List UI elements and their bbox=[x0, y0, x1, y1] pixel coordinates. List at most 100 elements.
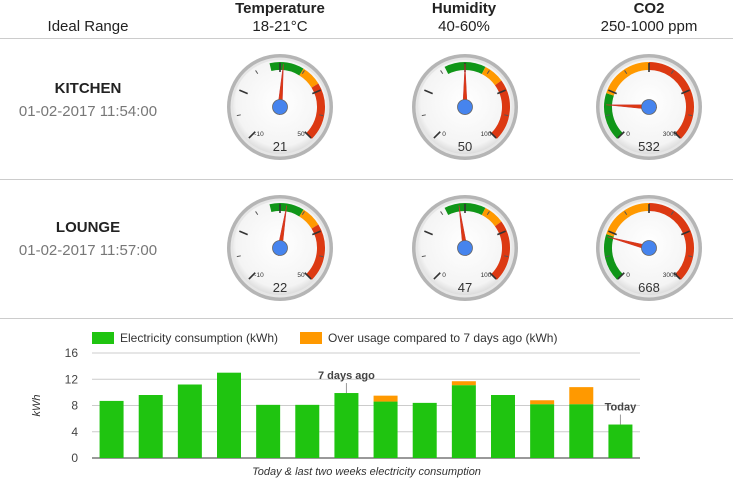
gauge-minor-tick bbox=[421, 255, 426, 258]
gauge-major-tick bbox=[608, 89, 617, 95]
consumption-bar bbox=[334, 393, 359, 458]
gauge-major-tick bbox=[312, 89, 321, 95]
gauge-needle-hub bbox=[272, 240, 288, 256]
gauge-minor-tick bbox=[688, 255, 693, 258]
chart-caption: Today & last two weeks electricity consu… bbox=[252, 466, 481, 478]
gauge-minor-tick bbox=[624, 70, 628, 75]
gauge-major-tick bbox=[497, 89, 506, 95]
gauge-minor-tick bbox=[486, 211, 490, 216]
gauge-min-label: 0 bbox=[626, 272, 630, 279]
gauge-major-tick bbox=[248, 272, 256, 280]
y-tick-label: 12 bbox=[65, 372, 79, 386]
consumption-bar bbox=[373, 401, 398, 458]
consumption-bar bbox=[217, 372, 241, 458]
gauge-minor-tick bbox=[301, 70, 305, 75]
gauge-min-label: 0 bbox=[626, 131, 630, 138]
co2-range: 250-1000 ppm bbox=[600, 18, 698, 35]
gauge-band bbox=[604, 234, 623, 280]
legend-label-over-usage: Over usage compared to 7 days ago (kWh) bbox=[328, 331, 558, 345]
gauge-band bbox=[481, 207, 502, 227]
gauge-value: 532 bbox=[638, 139, 660, 154]
gauge-minor-tick bbox=[624, 211, 628, 216]
gauge-minor-tick bbox=[486, 70, 490, 75]
gauge-band bbox=[299, 209, 319, 229]
gauge-major-tick bbox=[673, 272, 681, 280]
y-tick-label: 16 bbox=[65, 346, 79, 360]
gauge-minor-tick bbox=[236, 255, 241, 258]
consumption-bar bbox=[451, 385, 476, 458]
gauge-minor-tick bbox=[504, 255, 509, 258]
gauge-major-tick bbox=[681, 89, 690, 95]
gauge-major-tick bbox=[489, 272, 497, 280]
gauge-band bbox=[491, 221, 510, 280]
gauge-value: 668 bbox=[638, 280, 660, 295]
gauge-value: 50 bbox=[458, 139, 472, 154]
gauge-minor-tick bbox=[670, 70, 674, 75]
humidity-range: 40-60% bbox=[438, 18, 490, 35]
consumption-bar bbox=[138, 395, 163, 458]
consumption-bar bbox=[412, 402, 437, 458]
gauge-needle-hub bbox=[641, 99, 657, 115]
temperature-header: Temperature bbox=[235, 0, 325, 17]
room-timestamp-kitchen: 01-02-2017 11:54:00 bbox=[18, 103, 158, 120]
gauge-min-label: 0 bbox=[442, 272, 446, 279]
gauge-max-label: 50 bbox=[297, 131, 305, 138]
humidity-gauge-kitchen: 0 100 50 bbox=[412, 54, 518, 160]
room-name-lounge: LOUNGE bbox=[55, 219, 121, 236]
divider bbox=[0, 318, 733, 319]
gauge-max-label: 50 bbox=[297, 272, 305, 279]
gauge-major-tick bbox=[608, 230, 617, 236]
gauge-minor-tick bbox=[255, 70, 259, 75]
room-name-kitchen: KITCHEN bbox=[54, 80, 122, 97]
annotation-label: Today bbox=[605, 402, 637, 414]
gauge-minor-tick bbox=[319, 255, 324, 258]
gauge-value: 22 bbox=[273, 280, 287, 295]
consumption-bar bbox=[491, 395, 515, 458]
y-tick-label: 8 bbox=[71, 399, 78, 413]
consumption-bar bbox=[608, 424, 633, 458]
gauge-band bbox=[491, 80, 510, 139]
gauge-value: 47 bbox=[458, 280, 472, 295]
over-usage-bar bbox=[373, 395, 398, 402]
gauge-minor-tick bbox=[440, 211, 444, 216]
gauge-major-tick bbox=[312, 230, 321, 236]
legend-label-consumption: Electricity consumption (kWh) bbox=[120, 331, 279, 345]
gauge-min-label: -10 bbox=[254, 131, 264, 138]
gauge-major-tick bbox=[239, 89, 248, 95]
gauge-value: 21 bbox=[273, 139, 287, 154]
gauge-major-tick bbox=[304, 131, 312, 139]
y-tick-label: 0 bbox=[71, 451, 78, 465]
over-usage-bar bbox=[451, 381, 476, 386]
co2-header: CO2 bbox=[633, 0, 665, 17]
gauge-minor-tick bbox=[504, 114, 509, 117]
consumption-bar bbox=[295, 404, 320, 458]
gauge-minor-tick bbox=[236, 114, 241, 117]
humidity-header: Humidity bbox=[431, 0, 497, 17]
gauge-needle-hub bbox=[457, 99, 473, 115]
room-timestamp-lounge: 01-02-2017 11:57:00 bbox=[18, 242, 158, 259]
y-axis-label: kWh bbox=[31, 395, 43, 417]
gauge-major-tick bbox=[424, 89, 433, 95]
gauge-major-tick bbox=[304, 272, 312, 280]
divider bbox=[0, 38, 733, 39]
gauge-major-tick bbox=[424, 230, 433, 236]
legend-swatch-over-usage bbox=[300, 332, 322, 344]
gauge-band bbox=[604, 93, 623, 139]
electricity-bar-chart: 0 4 8 12 16 kWh 7 days ago Today bbox=[31, 346, 640, 465]
gauge-minor-tick bbox=[605, 114, 610, 117]
gauge-major-tick bbox=[681, 230, 690, 236]
gauge-needle-hub bbox=[641, 240, 657, 256]
gauge-band bbox=[606, 62, 650, 96]
gauge-band bbox=[481, 66, 502, 86]
gauge-minor-tick bbox=[605, 255, 610, 258]
gauge-major-tick bbox=[673, 131, 681, 139]
gauge-major-tick bbox=[489, 131, 497, 139]
over-usage-bar bbox=[569, 387, 594, 405]
gauge-major-tick bbox=[248, 131, 256, 139]
humidity-gauge-lounge: 0 100 47 bbox=[412, 195, 518, 301]
gauge-max-label: 100 bbox=[481, 272, 492, 279]
temperature-range: 18-21°C bbox=[252, 18, 308, 35]
over-usage-bar bbox=[530, 400, 555, 405]
